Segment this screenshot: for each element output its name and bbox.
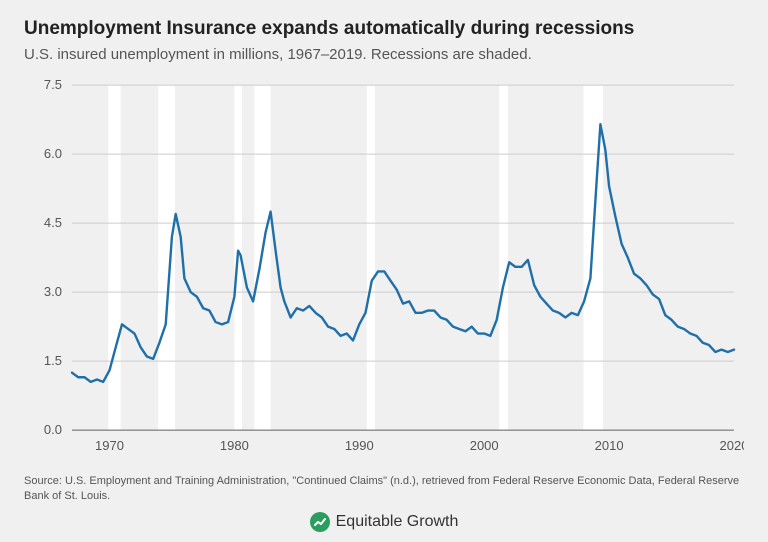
source-text: Source: U.S. Employment and Training Adm… [24,474,744,504]
chart-container: Unemployment Insurance expands automatic… [0,0,768,542]
chart-subtitle: U.S. insured unemployment in millions, 1… [24,46,744,63]
line-chart-svg: 0.0 1.5 3.0 4.5 6.0 7.5 1970 1980 1990 2000 2010 20… [24,77,744,462]
svg-text:2010: 2010 [595,438,624,453]
svg-text:0.0: 0.0 [44,422,62,437]
svg-text:1990: 1990 [345,438,374,453]
svg-text:1970: 1970 [95,438,124,453]
footer-logo: Equitable Growth [24,512,744,532]
equitable-growth-icon [310,512,330,532]
svg-text:1980: 1980 [220,438,249,453]
footer-text: Equitable Growth [336,513,459,531]
svg-text:6.0: 6.0 [44,146,62,161]
svg-text:2000: 2000 [470,438,499,453]
svg-text:1.5: 1.5 [44,353,62,368]
svg-text:2020: 2020 [720,438,744,453]
svg-text:4.5: 4.5 [44,215,62,230]
svg-text:3.0: 3.0 [44,284,62,299]
svg-text:7.5: 7.5 [44,77,62,92]
chart-title: Unemployment Insurance expands automatic… [24,18,744,40]
chart-plot-area: 0.0 1.5 3.0 4.5 6.0 7.5 1970 1980 1990 2000 2010 20… [24,77,744,462]
